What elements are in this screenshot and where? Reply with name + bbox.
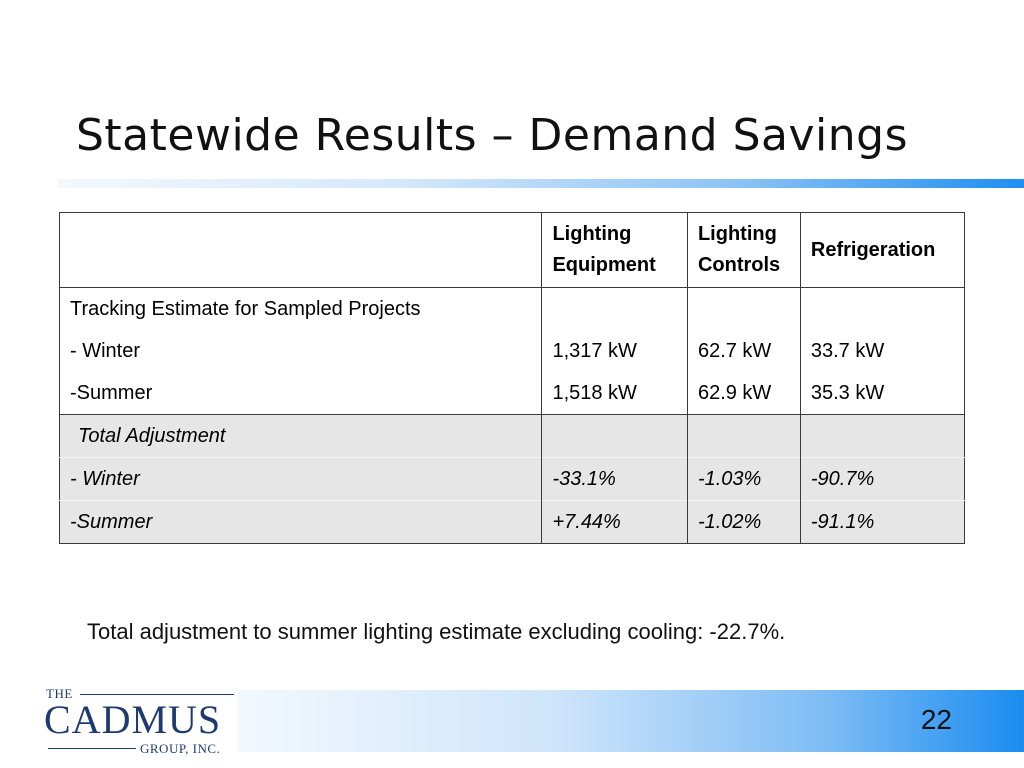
cadmus-logo: THE CADMUS GROUP, INC. (44, 684, 236, 760)
title-underline (58, 179, 1024, 188)
table-header-row: Lighting Equipment Lighting Controls Ref… (59, 212, 965, 288)
table-cell: 33.7 kW (799, 330, 965, 372)
demand-savings-table: Lighting Equipment Lighting Controls Ref… (59, 212, 965, 544)
logo-sub-text: GROUP, INC. (140, 741, 221, 756)
table-cell: 35.3 kW (799, 372, 965, 415)
table-cell: -1.02% (686, 500, 801, 544)
table-cell (686, 414, 801, 458)
table-cell (799, 287, 965, 330)
section-label-tracking: Tracking Estimate for Sampled Projects (70, 297, 421, 320)
table-row: - Winter 1,317 kW 62.7 kW 33.7 kW (60, 330, 965, 372)
logo-top-rule (80, 694, 234, 695)
header-lighting-equipment-line-2: Equipment (552, 254, 656, 276)
table-cell: -90.7% (799, 457, 965, 501)
table-row: -Summer +7.44% -1.02% -91.1% (59, 500, 965, 544)
footnote-text: Total adjustment to summer lighting esti… (87, 619, 786, 644)
logo-the-text: THE (46, 686, 73, 701)
row-label-summer: -Summer (59, 372, 542, 415)
table-row: - Winter -33.1% -1.03% -90.7% (59, 457, 965, 501)
table-cell (686, 287, 801, 330)
table-cell (541, 287, 688, 330)
table-cell: 1,317 kW (541, 330, 688, 372)
slide-title: Statewide Results – Demand Savings (76, 110, 908, 161)
row-label-summer: -Summer (59, 500, 542, 544)
logo-main-text: CADMUS (44, 697, 222, 742)
table-cell: 1,518 kW (541, 372, 688, 415)
header-empty-cell (59, 212, 542, 288)
table-row: -Summer 1,518 kW 62.9 kW 35.3 kW (59, 372, 965, 415)
header-lighting-controls: Lighting Controls (686, 212, 801, 288)
section-label-total-adjustment: Total Adjustment (59, 414, 542, 458)
table-cell (541, 414, 688, 458)
row-label-winter: - Winter (70, 339, 140, 362)
header-refrigeration: Refrigeration (799, 212, 965, 288)
section-header-row: Tracking Estimate for Sampled Projects (60, 287, 965, 330)
header-lighting-controls-line-2: Controls (697, 254, 781, 276)
header-lighting-controls-line-1: Lighting (697, 223, 777, 245)
table-cell: +7.44% (541, 500, 688, 544)
table-cell: -91.1% (799, 500, 965, 544)
row-label-winter: - Winter (59, 457, 542, 501)
table-cell (799, 414, 965, 458)
table-cell: 62.9 kW (686, 372, 801, 415)
table-cell: -1.03% (686, 457, 801, 501)
table-cell: -33.1% (541, 457, 688, 501)
footer-band: 22 (238, 690, 1024, 752)
page-number: 22 (920, 704, 952, 735)
header-lighting-equipment: Lighting Equipment (541, 212, 688, 288)
section-header-row: Total Adjustment (59, 414, 965, 458)
header-lighting-equipment-line-1: Lighting (552, 223, 632, 245)
table-cell: 62.7 kW (686, 330, 801, 372)
logo-bottom-rule (48, 748, 136, 749)
